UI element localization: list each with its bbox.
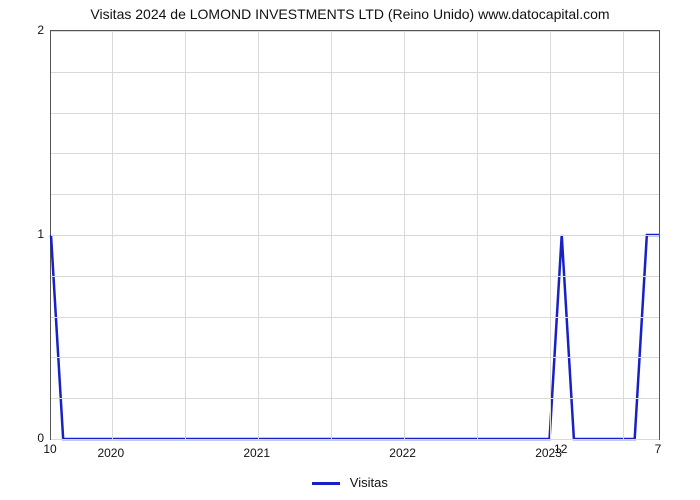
gridline-v — [185, 31, 186, 439]
legend-swatch — [312, 482, 340, 485]
y-tick-label: 1 — [4, 227, 44, 241]
gridline-h — [51, 398, 659, 399]
gridline-h — [51, 72, 659, 73]
point-value-label: 12 — [554, 442, 567, 456]
gridline-h — [51, 357, 659, 358]
gridline-v — [550, 31, 551, 439]
point-value-label: 7 — [655, 442, 662, 456]
gridline-v — [331, 31, 332, 439]
gridline-h — [51, 317, 659, 318]
gridline-v — [623, 31, 624, 439]
x-tick-label: 2020 — [97, 446, 124, 460]
plot-area — [50, 30, 660, 440]
y-tick-label: 2 — [4, 23, 44, 37]
point-value-label: 10 — [43, 442, 56, 456]
gridline-v — [477, 31, 478, 439]
chart-container: Visitas 2024 de LOMOND INVESTMENTS LTD (… — [0, 0, 700, 500]
gridline-h — [51, 31, 659, 32]
gridline-h — [51, 276, 659, 277]
gridline-h — [51, 194, 659, 195]
gridline-v — [258, 31, 259, 439]
gridline-h — [51, 153, 659, 154]
gridline-v — [112, 31, 113, 439]
x-tick-label: 2022 — [389, 446, 416, 460]
chart-title: Visitas 2024 de LOMOND INVESTMENTS LTD (… — [0, 6, 700, 22]
gridline-h — [51, 235, 659, 236]
legend-label: Visitas — [350, 475, 388, 490]
x-tick-label: 2021 — [243, 446, 270, 460]
gridline-h — [51, 113, 659, 114]
gridline-h — [51, 439, 659, 440]
y-tick-label: 0 — [4, 431, 44, 445]
legend: Visitas — [0, 475, 700, 490]
gridline-v — [404, 31, 405, 439]
